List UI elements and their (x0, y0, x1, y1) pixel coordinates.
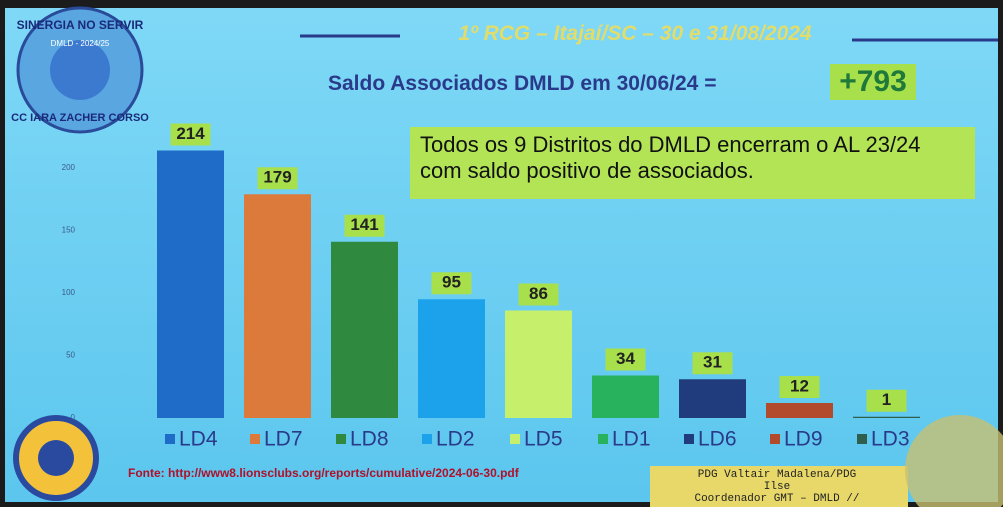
logo-text: CC IARA ZACHER CORSO (11, 112, 149, 124)
slide: SINERGIA NO SERVIR DMLD - 2024/25 CC IAR… (0, 0, 1003, 507)
bar (244, 194, 311, 418)
chart-title: 1º RCG – Itajaí/SC – 30 e 31/08/2024 (455, 22, 815, 46)
footer-line: Ilse (652, 481, 902, 493)
value-label: 34 (616, 349, 635, 368)
annotation: Todos os 9 Distritos do DMLD encerram o … (410, 127, 975, 199)
chart-subtitle: Saldo Associados DMLD em 30/06/24 = (328, 72, 716, 96)
legend-swatch (250, 434, 260, 444)
legend-swatch (336, 434, 346, 444)
bar (331, 242, 398, 418)
value-label: 31 (703, 353, 722, 372)
lions-logo-center (38, 440, 74, 476)
source: Fonte: http://www8.lionsclubs.org/report… (128, 466, 519, 480)
legend-label: LD6 (698, 428, 737, 451)
logo-globe (50, 40, 110, 100)
value-label: 1 (882, 390, 891, 409)
y-tick-label: 200 (62, 163, 76, 172)
legend-swatch (684, 434, 694, 444)
legend-label: LD7 (264, 428, 303, 451)
bar (853, 417, 920, 418)
value-label: 179 (263, 168, 291, 187)
legend-label: LD9 (784, 428, 823, 451)
bar (592, 376, 659, 419)
bar (505, 311, 572, 419)
logo-text: SINERGIA NO SERVIR (17, 18, 144, 32)
footer-line: PDG Valtair Madalena/PDG (652, 469, 902, 481)
legend-swatch (422, 434, 432, 444)
logo-text: DMLD - 2024/25 (51, 39, 110, 48)
legend-swatch (770, 434, 780, 444)
legend-label: LD1 (612, 428, 651, 451)
legend-label: LD2 (436, 428, 475, 451)
bar (418, 299, 485, 418)
y-tick-label: 100 (62, 288, 76, 297)
legend-label: LD3 (871, 428, 910, 451)
legend-swatch (598, 434, 608, 444)
footer-line: Coordenador GMT – DMLD // (652, 493, 902, 505)
bar (766, 403, 833, 418)
y-tick-label: 0 (71, 413, 76, 422)
legend-swatch (510, 434, 520, 444)
y-tick-label: 50 (66, 351, 75, 360)
legend-swatch (165, 434, 175, 444)
bar (157, 151, 224, 419)
legend-label: LD5 (524, 428, 563, 451)
value-label: 86 (529, 284, 548, 303)
value-label: 141 (350, 215, 378, 234)
value-label: 95 (442, 273, 461, 292)
value-label: 12 (790, 376, 809, 395)
legend-label: LD8 (350, 428, 389, 451)
value-label: 214 (176, 124, 205, 143)
total-label: +793 (830, 64, 916, 100)
y-tick-label: 150 (62, 226, 76, 235)
legend-label: LD4 (179, 428, 218, 451)
legend-swatch (857, 434, 867, 444)
bar (679, 379, 746, 418)
